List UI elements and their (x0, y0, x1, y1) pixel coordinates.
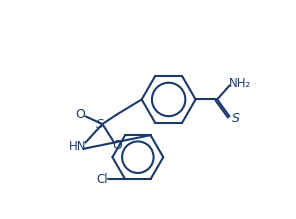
Text: O: O (112, 139, 122, 152)
Text: S: S (232, 112, 239, 125)
Text: S: S (96, 118, 104, 131)
Text: Cl: Cl (96, 173, 108, 186)
Text: HN: HN (69, 140, 86, 153)
Text: NH₂: NH₂ (229, 77, 251, 90)
Text: O: O (75, 108, 85, 121)
